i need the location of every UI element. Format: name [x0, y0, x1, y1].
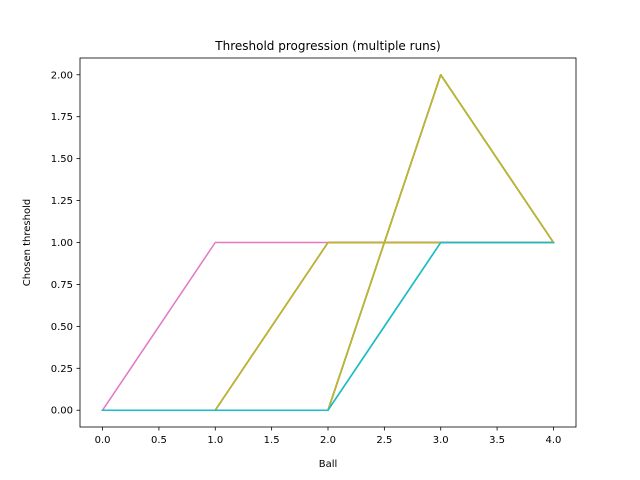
x-axis-ticks: 0.0 0.5 1.0 1.5 2.0 2.5 3.0 3.5 4.0: [95, 427, 562, 446]
y-tick-label: 1.25: [51, 196, 73, 207]
y-tick-label: 2.00: [51, 70, 73, 81]
x-tick-label: 2.0: [320, 435, 336, 446]
x-tick-label: 0.0: [95, 435, 111, 446]
x-tick-label: 2.5: [376, 435, 392, 446]
y-tick-label: 0.50: [51, 322, 73, 333]
x-tick-label: 3.0: [433, 435, 449, 446]
series-line-11: [101, 241, 555, 411]
x-axis-label: Ball: [319, 459, 338, 470]
x-tick-label: 1.5: [264, 435, 280, 446]
y-tick-label: 0.25: [51, 364, 73, 375]
y-tick-label: 1.50: [51, 154, 73, 165]
x-tick-label: 0.5: [151, 435, 167, 446]
y-tick-label: 1.00: [51, 238, 73, 249]
y-axis-label: Chosen threshold: [22, 199, 33, 286]
y-axis-ticks: 0.00 0.25 0.50 0.75 1.00 1.25 1.50 1.75 2.00: [51, 70, 80, 417]
x-tick-label: 4.0: [546, 435, 562, 446]
x-tick-label: 1.0: [207, 435, 223, 446]
y-tick-label: 0.75: [51, 280, 73, 291]
plot-area: [79, 57, 577, 428]
series-layer: [101, 74, 555, 412]
x-tick-label: 3.5: [489, 435, 505, 446]
y-tick-label: 0.00: [51, 406, 73, 417]
chart-title: Threshold progression (multiple runs): [214, 39, 440, 53]
y-tick-label: 1.75: [51, 112, 73, 123]
